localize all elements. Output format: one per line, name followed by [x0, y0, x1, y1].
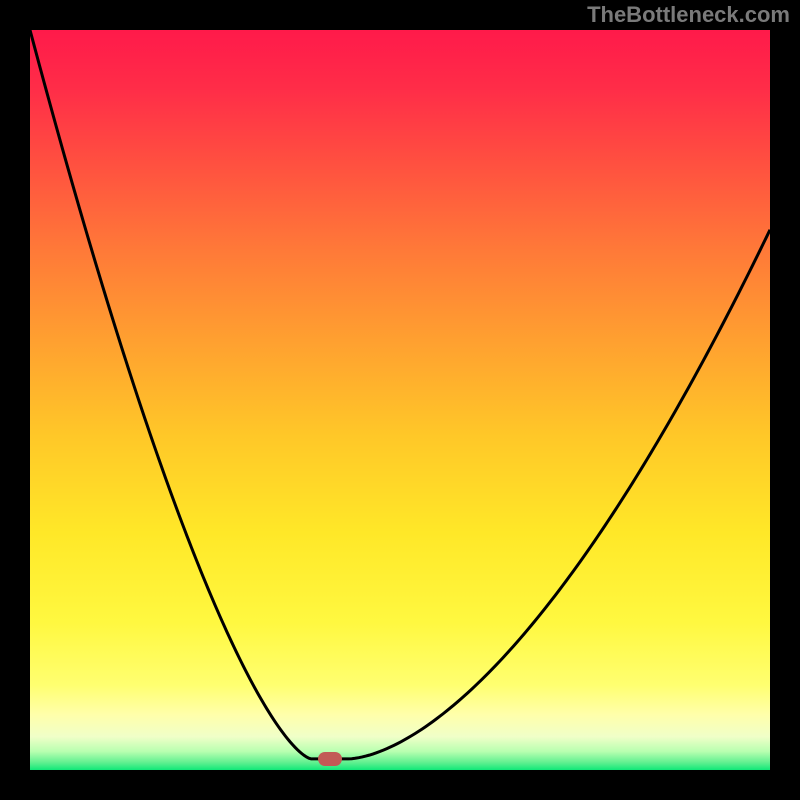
chart-svg — [30, 30, 770, 770]
chart-frame: TheBottleneck.com — [0, 0, 800, 800]
watermark-text: TheBottleneck.com — [587, 2, 790, 28]
gradient-background — [30, 30, 770, 770]
vertex-marker — [318, 752, 342, 766]
plot-area — [30, 30, 770, 770]
